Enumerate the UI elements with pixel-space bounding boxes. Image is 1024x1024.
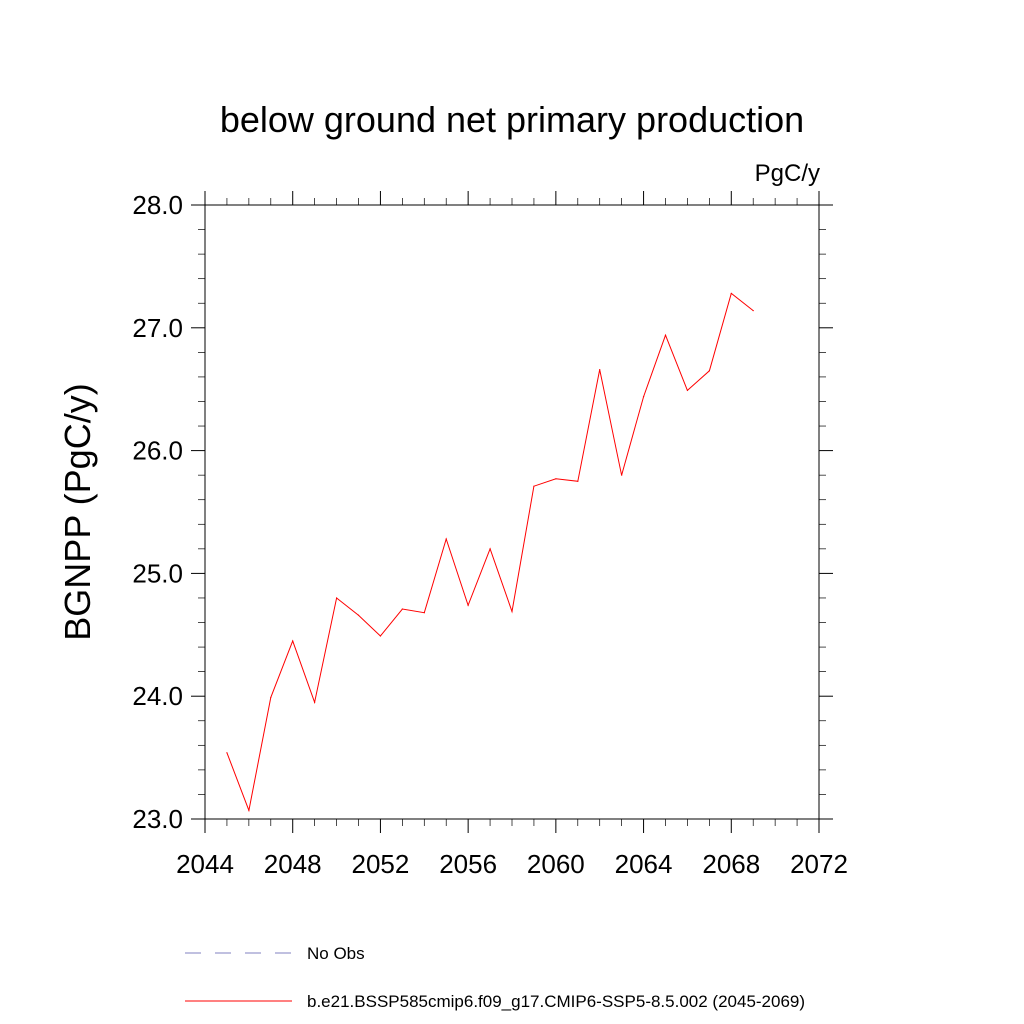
x-tick-label: 2056 <box>439 849 497 879</box>
x-tick-label: 2060 <box>527 849 585 879</box>
x-tick-label: 2052 <box>352 849 410 879</box>
plot-frame <box>204 204 820 820</box>
chart-title: below ground net primary production <box>220 99 804 140</box>
series-point <box>226 752 228 754</box>
x-tick-labels: 2044 2048 2052 2056 2060 2064 2068 2072 <box>176 849 848 879</box>
y-tick-label: 25.0 <box>132 558 183 588</box>
series-line <box>226 292 754 813</box>
series-point <box>686 389 689 392</box>
series-point <box>335 597 338 599</box>
series-point <box>379 635 382 637</box>
legend: No Obs b.e21.BSSP585cmip6.f09_g17.CMIP6-… <box>185 944 805 1011</box>
series-point <box>248 809 250 812</box>
units-label: PgC/y <box>755 160 820 187</box>
x-tick-label: 2072 <box>790 849 848 879</box>
y-tick-label: 27.0 <box>132 313 183 343</box>
series-point <box>423 612 425 614</box>
x-tick-label: 2064 <box>615 849 673 879</box>
series-point <box>270 696 272 699</box>
series-point <box>445 538 447 540</box>
series-point <box>621 474 623 476</box>
series-point <box>664 334 667 336</box>
y-tick-label: 24.0 <box>132 681 183 711</box>
series-point <box>642 395 645 398</box>
series-point <box>730 292 732 295</box>
series-point <box>577 480 579 482</box>
series-point <box>401 608 403 610</box>
x-tick-label: 2068 <box>702 849 760 879</box>
series-point <box>555 478 557 480</box>
series-point <box>489 548 491 550</box>
minor-ticks <box>198 198 826 826</box>
series-layer <box>226 292 754 813</box>
series-point <box>708 370 710 372</box>
x-tick-label: 2044 <box>176 849 234 879</box>
y-tick-labels: 23.0 24.0 25.0 26.0 27.0 28.0 <box>132 190 183 834</box>
series-point <box>511 610 513 613</box>
legend-label-no-obs: No Obs <box>307 944 365 963</box>
series-point <box>292 640 294 642</box>
y-axis-label: BGNPP (PgC/y) <box>57 383 98 640</box>
y-tick-label: 26.0 <box>132 436 183 466</box>
series-point <box>599 368 601 371</box>
x-tick-label: 2048 <box>264 849 322 879</box>
series-point <box>467 604 469 606</box>
legend-label-model: b.e21.BSSP585cmip6.f09_g17.CMIP6-SSP5-8.… <box>307 992 805 1011</box>
series-point <box>314 701 316 703</box>
series-point <box>752 310 754 312</box>
major-ticks <box>191 191 833 833</box>
y-tick-label: 28.0 <box>132 190 183 220</box>
series-point <box>533 485 535 487</box>
series-point <box>357 614 360 616</box>
y-tick-label: 23.0 <box>132 804 183 834</box>
